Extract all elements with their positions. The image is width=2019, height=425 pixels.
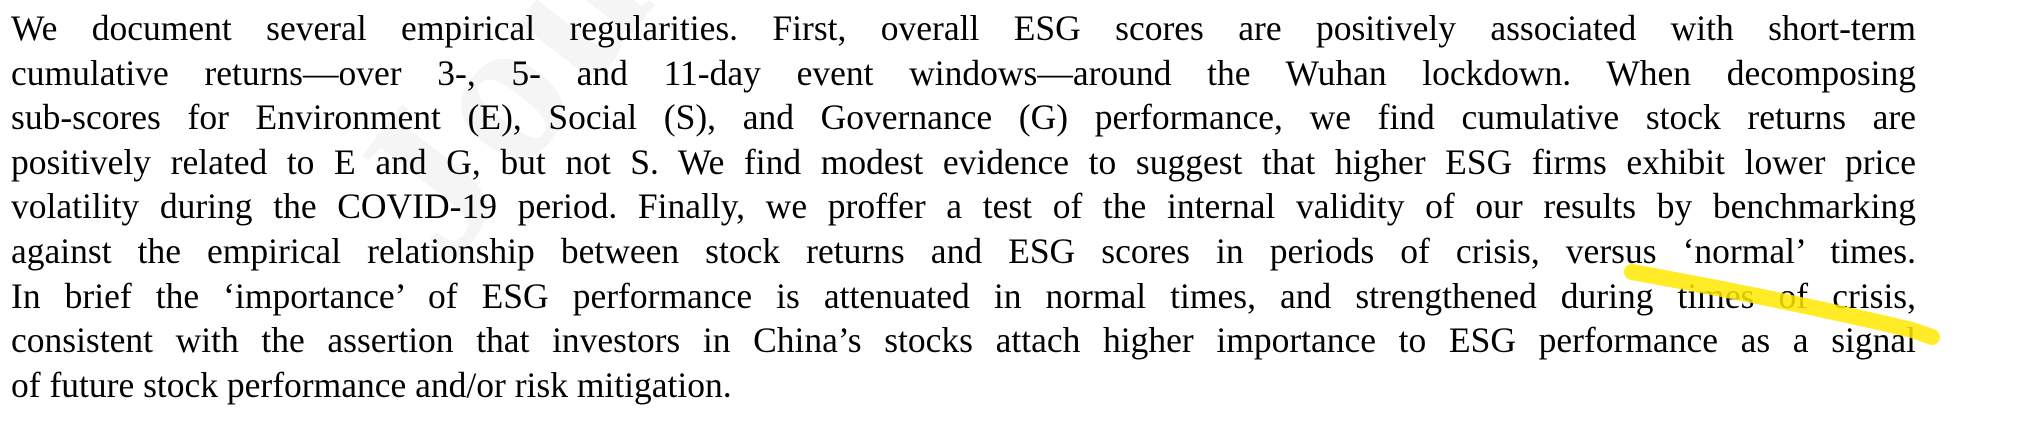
paragraph-line: volatility during the COVID-19 period. F… (11, 186, 1916, 227)
body-paragraph: We document several empirical regulariti… (11, 6, 1916, 407)
paragraph-line: cumulative returns—over 3-, 5- and 11-da… (11, 52, 1916, 93)
paragraph-line: We document several empirical regulariti… (11, 8, 1916, 48)
paragraph-line: positively related to E and G, but not S… (11, 141, 1916, 182)
paragraph-line: In brief the ‘importance’ of ESG perform… (11, 275, 1916, 316)
paragraph-line: of future stock performance and/or risk … (11, 364, 732, 405)
paragraph-line: against the empirical relationship betwe… (11, 230, 1916, 271)
paragraph-line: consistent with the assertion that inves… (11, 320, 1916, 361)
paragraph-line: sub-scores for Environment (E), Social (… (11, 97, 1916, 138)
